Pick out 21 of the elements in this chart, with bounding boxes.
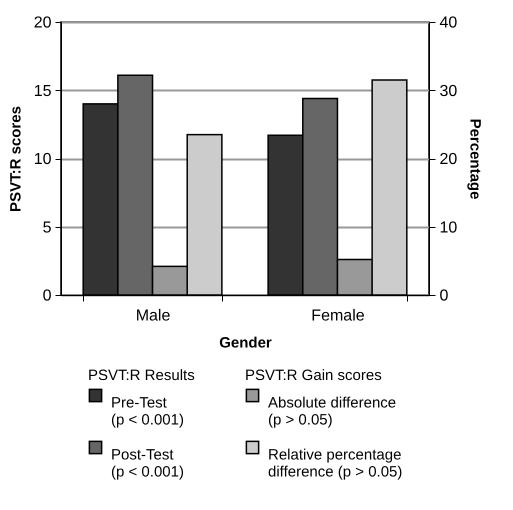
- y2-axis-title: Percentage: [466, 118, 484, 200]
- legend-label: Relative percentage difference (p > 0.05): [268, 446, 402, 480]
- y-tick-label: 0: [42, 288, 52, 304]
- y-tick-label: 15: [34, 82, 52, 100]
- x-tick-label: Male: [136, 308, 170, 324]
- y-tick-label: 20: [34, 14, 52, 32]
- y-tick-label: 5: [42, 219, 52, 236]
- y2-tick-label: 40: [440, 14, 458, 32]
- y2-tick-label: 20: [440, 151, 458, 168]
- x-axis-title: Gender: [219, 334, 272, 352]
- legend-label: Post-Test (p < 0.001): [111, 446, 184, 480]
- y-tick-label: 10: [34, 151, 52, 168]
- y2-tick-label: 30: [440, 82, 458, 100]
- y2-tick-label: 0: [440, 288, 448, 304]
- y2-tick-label: 10: [440, 219, 458, 236]
- text: PSVT:R Gain scores: [245, 367, 382, 384]
- y-axis-title: PSVT:R scores: [8, 106, 25, 212]
- text: PSVT:R Results: [88, 367, 195, 384]
- x-tick-label: Female: [311, 308, 365, 324]
- legend-label: Pre-Test (p < 0.001): [111, 394, 184, 428]
- legend-label: Absolute difference (p > 0.05): [268, 394, 396, 428]
